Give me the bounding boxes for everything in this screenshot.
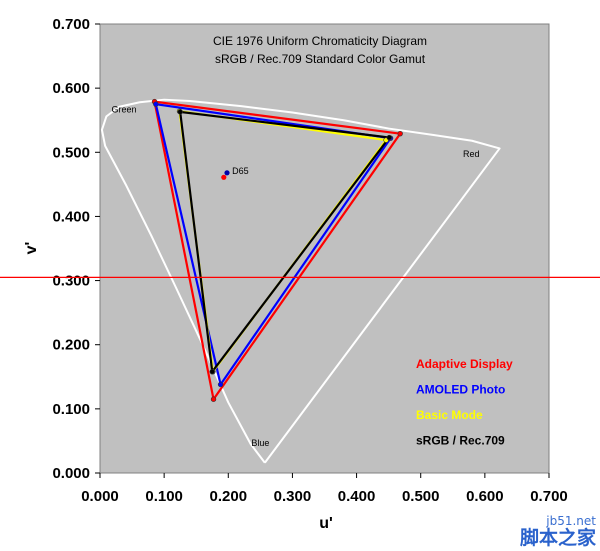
gamut-triangle-adaptive-display	[153, 100, 403, 402]
x-tick-label: 0.100	[145, 488, 183, 505]
gamut-point-amoled-photo	[217, 381, 224, 388]
legend-entry: AMOLED Photo	[416, 383, 505, 397]
x-tick-label: 0.300	[274, 488, 312, 505]
annotation-blue: Blue	[251, 438, 269, 448]
y-tick-label: 0.000	[52, 465, 90, 482]
x-tick-label: 0.500	[402, 488, 440, 505]
gamut-point-adaptive-display	[397, 130, 403, 137]
chart-subtitle: sRGB / Rec.709 Standard Color Gamut	[215, 52, 426, 66]
white-point-layer	[221, 170, 230, 180]
y-tick-label: 0.300	[52, 273, 90, 290]
x-tick-label: 0.700	[530, 488, 568, 505]
gamut-point-amoled-photo	[153, 101, 159, 107]
gamut-point-srgb-rec-709	[386, 134, 392, 141]
x-tick-label: 0.000	[81, 488, 119, 505]
gamut-point-adaptive-display	[210, 396, 217, 402]
legend-entry: sRGB / Rec.709	[416, 434, 505, 448]
gamut-triangle-srgb-rec-709	[178, 110, 392, 375]
annotation-layer: Green Red Blue D65	[112, 105, 480, 449]
annotation-d65: D65	[232, 166, 249, 176]
y-tick-label: 0.100	[52, 401, 90, 418]
x-axis-title: u'	[319, 515, 333, 532]
white-point-marker	[221, 174, 227, 180]
x-tick-label: 0.400	[338, 488, 376, 505]
gamut-point-srgb-rec-709	[177, 109, 183, 115]
y-axis-title: v'	[23, 242, 40, 255]
plot-area	[99, 23, 550, 474]
legend-entry: Adaptive Display	[416, 357, 513, 371]
watermark-text: 脚本之家	[519, 527, 596, 549]
spectral-locus	[100, 98, 501, 464]
x-tick-label: 0.200	[210, 488, 248, 505]
gamut-series-layer	[151, 98, 403, 402]
white-point-marker	[224, 170, 230, 176]
y-tick-label: 0.400	[52, 208, 90, 225]
y-tick-label: 0.600	[52, 80, 90, 97]
gamut-triangle-amoled-photo	[154, 102, 393, 388]
gamut-point-srgb-rec-709	[209, 368, 215, 375]
watermark-url: jb51.net	[546, 514, 596, 528]
spectral-locus-layer	[100, 98, 501, 464]
x-tick-label: 0.600	[466, 488, 504, 505]
chart-title: CIE 1976 Uniform Chromaticity Diagram	[213, 34, 427, 48]
legend-entry: Basic Mode	[416, 408, 483, 422]
y-tick-label: 0.500	[52, 144, 90, 161]
legend: Adaptive Display AMOLED Photo Basic Mode sR…	[416, 357, 513, 448]
y-tick-label: 0.700	[52, 16, 90, 33]
watermark: jb51.net 脚本之家	[496, 515, 596, 549]
annotation-green: Green	[112, 105, 137, 115]
annotation-red: Red	[463, 149, 480, 159]
y-tick-label: 0.200	[52, 337, 90, 354]
